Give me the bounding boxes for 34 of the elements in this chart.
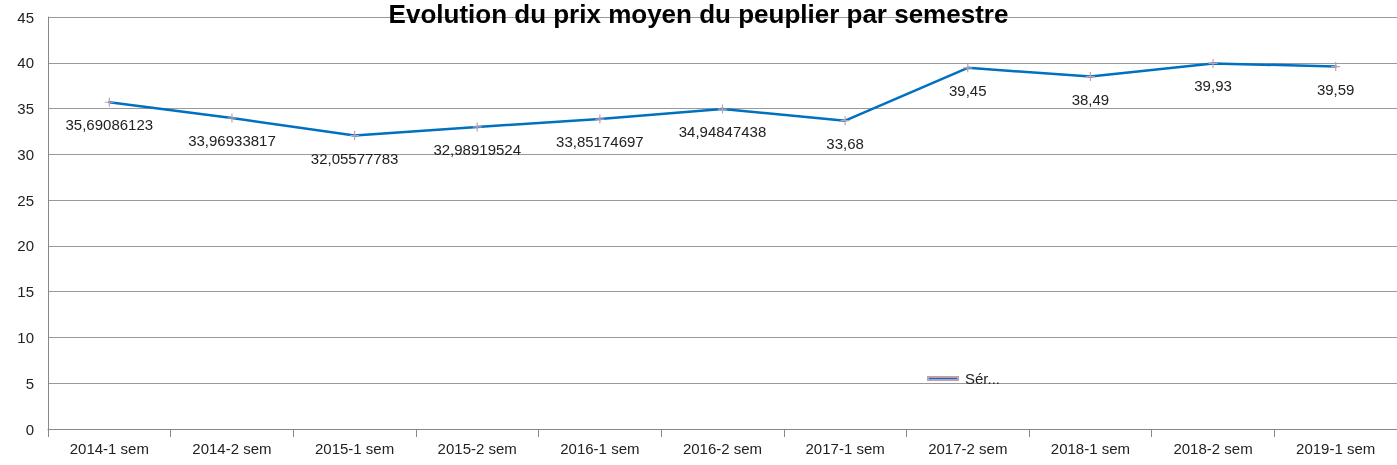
x-tick-label: 2018-1 sem: [1050, 440, 1131, 457]
data-label: 33,96933817: [188, 131, 276, 149]
data-label: 39,93: [1194, 77, 1232, 95]
chart-title: Evolution du prix moyen du peuplier par semestre: [388, 0, 1009, 29]
data-label: 32,98919524: [433, 140, 522, 158]
x-tick-label: 2017-2 sem: [928, 440, 1008, 457]
x-tick-label: 2016-1 sem: [560, 440, 640, 457]
y-tick-label: 5: [25, 374, 34, 392]
y-tick-label: 35: [17, 100, 34, 118]
data-label: 35,69086123: [65, 116, 154, 134]
y-tick-label: 15: [17, 283, 34, 301]
y-tick-label: 20: [17, 237, 34, 255]
data-label: 32,05577783: [310, 149, 399, 167]
x-tick-label: 2015-1 sem: [314, 440, 395, 457]
x-tick-label: 2017-1 sem: [805, 440, 885, 457]
data-label: 34,94847438: [678, 123, 767, 141]
x-tick-label: 2015-2 sem: [437, 440, 517, 457]
y-tick-label: 30: [17, 145, 34, 163]
legend-label: Sér...: [965, 370, 1001, 387]
x-tick-label: 2019-1 sem: [1296, 440, 1376, 457]
y-tick-label: 25: [17, 191, 34, 209]
y-tick-label: 0: [25, 420, 34, 438]
x-tick-label: 2014-2 sem: [192, 440, 272, 457]
x-tick-label: 2016-2 sem: [682, 440, 763, 457]
data-label: 39,45: [949, 81, 987, 99]
data-label: 33,68: [826, 134, 864, 152]
y-tick-label: 10: [17, 328, 34, 346]
y-tick-label: 40: [17, 54, 34, 72]
data-label: 39,59: [1316, 80, 1355, 98]
data-label: 33,85174697: [556, 133, 644, 151]
x-tick-label: 2018-2 sem: [1173, 440, 1253, 457]
data-label: 38,49: [1071, 90, 1110, 108]
x-tick-label: 2014-1 sem: [69, 440, 149, 457]
y-tick-label: 45: [17, 8, 34, 26]
